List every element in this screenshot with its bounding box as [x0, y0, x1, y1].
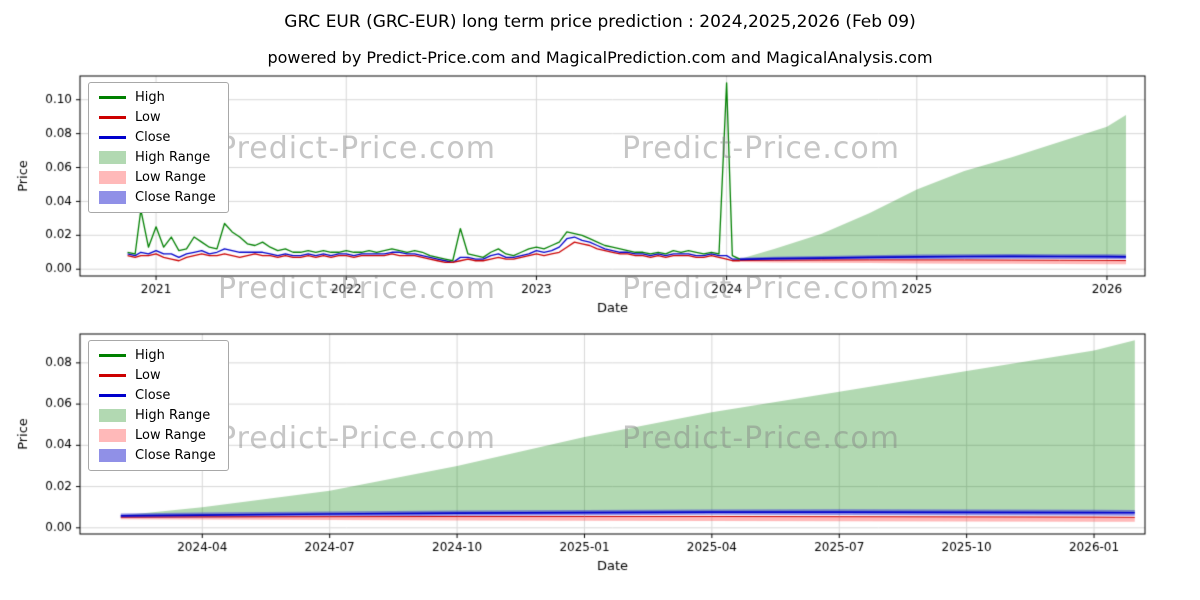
legend-item-low-range: Low Range	[99, 428, 216, 443]
legend-swatch	[99, 449, 126, 462]
legend-label: Close Range	[135, 190, 216, 205]
legend-label: High	[135, 348, 165, 363]
page-title: GRC EUR (GRC-EUR) long term price predic…	[284, 12, 916, 32]
legend-swatch	[99, 429, 126, 442]
legend-item-low-range: Low Range	[99, 170, 216, 185]
forecast-detail-chart-panel: High Low Close High Range Low Range Close Ran…	[0, 328, 1200, 578]
chart-legend: High Low Close High Range Low Range Close Ran…	[88, 340, 229, 471]
legend-item-low: Low	[99, 368, 216, 383]
legend-label: Close	[135, 388, 171, 403]
legend-label: Low	[135, 368, 161, 383]
legend-swatch	[99, 354, 126, 357]
legend-swatch	[99, 136, 126, 139]
legend-swatch	[99, 191, 126, 204]
legend-item-close-range: Close Range	[99, 448, 216, 463]
legend-label: Low	[135, 110, 161, 125]
legend-label: Low Range	[135, 428, 206, 443]
legend-swatch	[99, 151, 126, 164]
legend-label: High Range	[135, 150, 211, 165]
legend-label: Low Range	[135, 170, 206, 185]
legend-label: Close	[135, 130, 171, 145]
legend-item-high: High	[99, 90, 216, 105]
legend-label: High	[135, 90, 165, 105]
legend-item-high-range: High Range	[99, 150, 216, 165]
legend-item-low: Low	[99, 110, 216, 125]
legend-swatch	[99, 96, 126, 99]
legend-swatch	[99, 409, 126, 422]
legend-swatch	[99, 116, 126, 119]
chart-legend: High Low Close High Range Low Range Close Ran…	[88, 82, 229, 213]
legend-swatch	[99, 171, 126, 184]
legend-item-close: Close	[99, 388, 216, 403]
legend-item-high: High	[99, 348, 216, 363]
legend-label: Close Range	[135, 448, 216, 463]
page-subtitle: powered by Predict-Price.com and Magical…	[267, 48, 933, 67]
legend-label: High Range	[135, 408, 211, 423]
legend-item-high-range: High Range	[99, 408, 216, 423]
legend-swatch	[99, 374, 126, 377]
history-forecast-chart-panel: High Low Close High Range Low Range Close Ran…	[0, 70, 1200, 320]
legend-item-close: Close	[99, 130, 216, 145]
legend-swatch	[99, 394, 126, 397]
legend-item-close-range: Close Range	[99, 190, 216, 205]
